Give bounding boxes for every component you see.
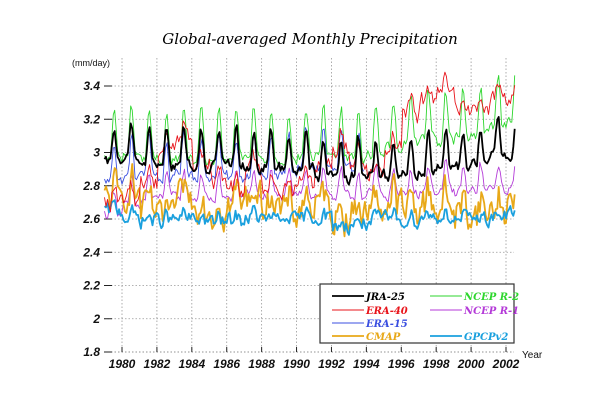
y-tick-label: 2.8 <box>82 179 100 193</box>
y-axis: 1.8 2 2.2 2.4 2.6 2.8 3 3.2 3.4 <box>82 79 112 359</box>
y-tick-label: 3.4 <box>83 79 100 93</box>
x-tick-label: 2000 <box>457 357 485 371</box>
legend-label: ERA-15 <box>365 319 408 330</box>
legend-label: JRA-25 <box>364 292 405 303</box>
series-lines <box>103 71 516 238</box>
series-line-ncep-r-2 <box>104 74 516 166</box>
x-tick-label: 1992 <box>318 357 345 371</box>
y-tick-label: 2.4 <box>82 245 100 259</box>
series-line-cmap <box>103 163 516 238</box>
series-line-gpcpv2 <box>103 199 516 236</box>
x-tick-label: 1986 <box>213 357 240 371</box>
legend-label: NCEP R-2 <box>463 292 519 303</box>
y-tick-label: 1.8 <box>83 345 100 359</box>
x-tick-label: 1998 <box>423 357 450 371</box>
x-tick-label: 1988 <box>248 357 275 371</box>
y-tick-label: 3.2 <box>83 112 100 126</box>
x-tick-label: 1994 <box>353 357 380 371</box>
series-line-era-40 <box>104 71 516 213</box>
legend-label: CMAP <box>366 332 401 343</box>
x-tick-label: 2002 <box>492 357 520 371</box>
legend-label: NCEP R-1 <box>463 306 519 317</box>
legend-label: GPCPv2 <box>464 332 508 343</box>
legend: JRA-25 ERA-40 ERA-15 CMAP NCEP R-2 NCEP R-1 GP… <box>319 283 519 344</box>
x-tick-label: 1982 <box>144 357 171 371</box>
x-axis: 1980 1982 1984 1986 1988 1990 1992 1994 1996 1998… <box>109 347 520 371</box>
y-axis-unit-label: (mm/day) <box>72 58 110 68</box>
y-tick-label: 2.2 <box>82 279 100 293</box>
series-line-ncep-r-1 <box>104 159 516 220</box>
x-tick-label: 1980 <box>109 357 136 371</box>
legend-label: ERA-40 <box>365 306 408 317</box>
y-tick-label: 3 <box>93 146 100 160</box>
x-tick-label: 1984 <box>178 357 205 371</box>
x-tick-label: 1996 <box>388 357 415 371</box>
y-tick-label: 2.6 <box>82 212 100 226</box>
legend-box <box>319 283 515 344</box>
x-tick-label: 1990 <box>283 357 310 371</box>
chart-title: Global-averaged Monthly Precipitation <box>162 30 457 48</box>
y-tick-label: 2 <box>92 312 100 326</box>
series-line-jra-25 <box>103 116 516 186</box>
x-axis-label: Year <box>522 350 543 361</box>
